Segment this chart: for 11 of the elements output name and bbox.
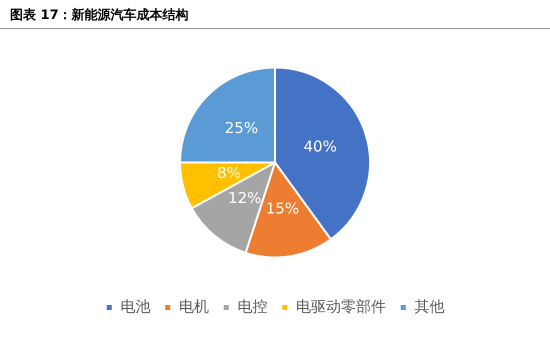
data-label: 40% [304,138,337,156]
data-label: 25% [224,118,258,137]
data-label: 12% [228,188,262,207]
legend-label: 电池 [120,297,150,316]
legend-label: 其他 [414,297,444,316]
legend-label: 电控 [237,297,268,316]
data-label: 15% [266,199,300,218]
legend-label: 电驱动零部件 [296,297,386,316]
legend-label: 电机 [178,297,209,316]
chart-title: 图表 17：新能源汽车成本结构 [0,0,550,29]
data-label: 8% [217,164,241,182]
